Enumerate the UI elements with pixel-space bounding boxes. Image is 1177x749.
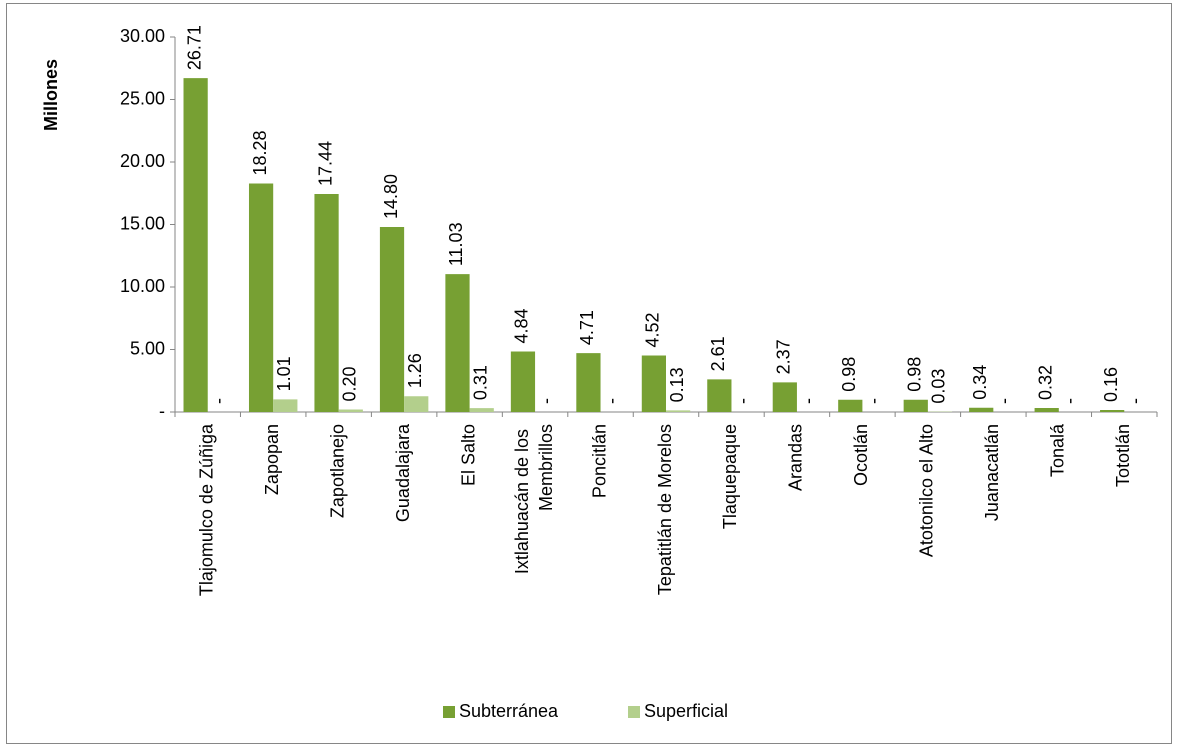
bar	[1100, 410, 1125, 412]
x-tick-label: El Salto	[458, 424, 478, 486]
bar	[838, 399, 863, 412]
y-tick-label: 20.00	[120, 151, 165, 171]
value-label: -	[863, 398, 883, 404]
x-tick-label: Guadalajara	[393, 423, 413, 522]
value-label: 0.31	[470, 365, 490, 400]
x-tick-label: Tlajomulco de Zúñiga	[196, 423, 216, 596]
bar	[469, 408, 494, 412]
y-tick-label: 10.00	[120, 276, 165, 296]
bar	[707, 379, 732, 412]
bar	[772, 382, 797, 412]
y-tick-label: 30.00	[120, 26, 165, 46]
value-label: 4.84	[512, 308, 532, 343]
value-label: 1.26	[405, 353, 425, 388]
x-tick-label: Poncitlán	[589, 424, 609, 498]
value-label: 11.03	[446, 222, 466, 266]
value-label: 26.71	[184, 25, 204, 70]
value-label: 0.98	[905, 357, 925, 392]
bar	[379, 227, 405, 412]
y-tick-label: 15.00	[120, 213, 165, 233]
x-tick-label: Ixtlahuacán de los Membrillos	[512, 424, 556, 574]
value-label: 0.03	[929, 369, 949, 404]
value-label: -	[536, 398, 556, 404]
bar	[1034, 408, 1059, 412]
y-tick-label: 25.00	[120, 88, 165, 108]
value-label: 0.34	[970, 365, 990, 400]
bar	[666, 410, 691, 412]
value-label: 18.28	[250, 130, 270, 175]
bar	[641, 355, 666, 412]
x-tick-label: Tototlán	[1113, 424, 1133, 487]
bar	[314, 194, 339, 412]
bar	[273, 399, 298, 412]
value-label: -	[732, 398, 752, 404]
value-label: 2.37	[774, 339, 794, 374]
x-tick-label: Zapotlanejo	[327, 424, 347, 518]
bar	[445, 274, 470, 412]
value-label: -	[601, 398, 621, 404]
x-tick-label: Tepatitlán de Morelos	[655, 424, 675, 595]
x-tick-label: Juanacatlán	[982, 424, 1002, 521]
legend-label: Subterránea	[459, 701, 559, 721]
bar	[338, 409, 363, 412]
bar	[248, 183, 274, 412]
y-tick-label: 5.00	[130, 338, 165, 358]
value-label: 4.71	[577, 310, 597, 345]
value-label: 0.32	[1035, 365, 1055, 400]
value-label: -	[994, 398, 1014, 404]
x-tick-label: Ocotlán	[851, 424, 871, 486]
value-label: -	[1125, 398, 1145, 404]
legend-swatch	[628, 706, 640, 718]
value-label: 14.80	[381, 174, 401, 219]
value-label: -	[798, 398, 818, 404]
value-label: 0.16	[1101, 367, 1121, 402]
y-tick-label: -	[159, 401, 165, 421]
value-label: 17.44	[315, 141, 335, 186]
y-axis-label: Millones	[41, 59, 61, 131]
value-label: 0.20	[340, 366, 360, 401]
value-label: 0.98	[839, 357, 859, 392]
bar	[903, 399, 928, 412]
legend-swatch	[443, 706, 455, 718]
value-label: 1.01	[274, 356, 294, 391]
legend-label: Superficial	[644, 701, 728, 721]
value-label: 2.61	[708, 336, 728, 371]
x-tick-label: Tlaquepaque	[720, 424, 740, 529]
x-tick-label: Arandas	[786, 424, 806, 491]
value-label: -	[1060, 398, 1080, 404]
x-tick-label: Zapopan	[262, 424, 282, 495]
x-tick-label: Tonalá	[1048, 423, 1068, 477]
bar	[510, 351, 536, 412]
bar	[183, 78, 208, 412]
x-tick-label: Atotonilco el Alto	[917, 424, 937, 557]
value-label: 4.52	[643, 312, 663, 347]
bar	[404, 396, 429, 412]
bar	[969, 407, 994, 412]
value-label: 0.13	[667, 367, 687, 402]
value-label: -	[209, 398, 229, 404]
bar	[576, 353, 601, 412]
